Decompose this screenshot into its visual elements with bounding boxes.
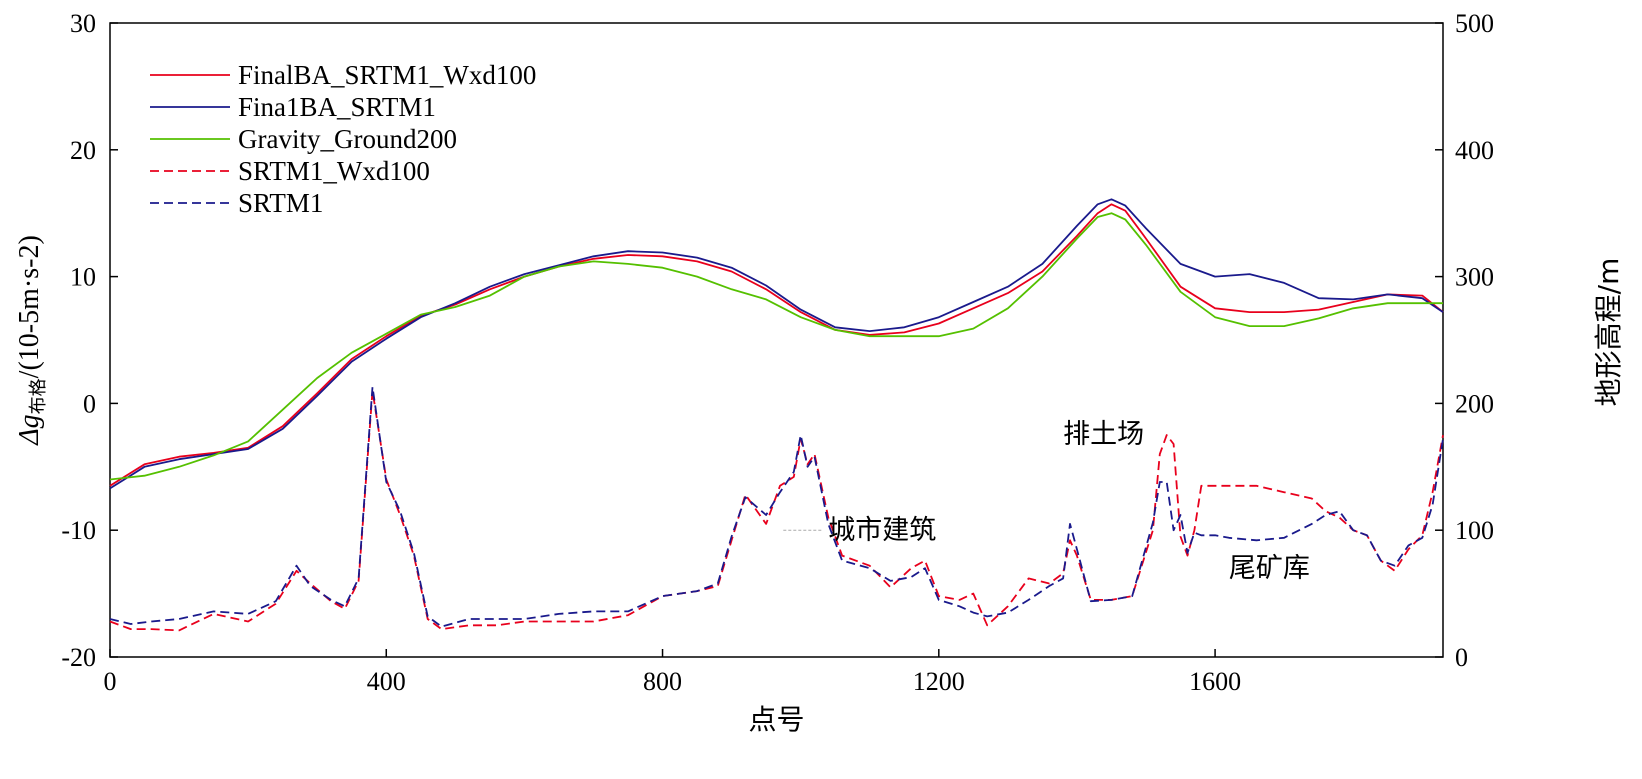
legend-label-1: FinalBA_SRTM1_Wxd100: [238, 60, 536, 90]
series-line-3: [109, 212, 1443, 481]
y-right-tick-label: 500: [1455, 9, 1494, 38]
y-left-tick-label: 20: [70, 136, 96, 165]
y-left-tick-label: 30: [70, 9, 96, 38]
y-right-tick-label: 0: [1455, 643, 1468, 672]
x-tick-label: 0: [104, 667, 117, 696]
series-layer: [109, 198, 1444, 632]
annotation-label-3: 尾矿库: [1229, 553, 1310, 584]
legend-label-3: Gravity_Ground200: [238, 124, 457, 154]
y-right-tick-label: 100: [1455, 516, 1494, 545]
y-right-tick-label: 300: [1455, 263, 1494, 292]
legend-label-4: SRTM1_Wxd100: [238, 156, 430, 186]
y-left-title-sub: 布格: [28, 378, 49, 414]
series-line-5: [109, 385, 1444, 628]
y-right-tick-label: 200: [1455, 389, 1494, 418]
x-tick-label: 1200: [913, 667, 965, 696]
series-line-2: [109, 198, 1444, 490]
y-left-axis-title: Δg布格/(10-5m·s-2): [14, 235, 49, 446]
legend: FinalBA_SRTM1_Wxd100Fina1BA_SRTM1Gravity…: [150, 60, 536, 218]
y-right-tick-label: 400: [1455, 136, 1494, 165]
annotation-label-2: 排土场: [1063, 419, 1144, 450]
y-left-axis: -20 -10 0 10 20 30: [61, 9, 118, 672]
series-line-4: [109, 389, 1444, 632]
x-tick-label: 800: [643, 667, 682, 696]
plot-border: [109, 22, 1444, 658]
legend-label-5: SRTM1: [238, 188, 323, 218]
y-left-tick-label: 0: [83, 389, 96, 418]
y-left-title-main: Δg: [14, 414, 45, 445]
plot-frame: [109, 22, 1444, 658]
x-tick-label: 1600: [1189, 667, 1241, 696]
y-left-tick-label: 10: [70, 263, 96, 292]
series-line-1: [109, 203, 1444, 487]
y-right-axis: 0 100 200 300 400 500: [1435, 9, 1494, 672]
x-tick-label: 400: [367, 667, 406, 696]
y-left-title-unit: /(10-5m·s-2): [14, 235, 45, 378]
annotation-label-1: 城市建筑: [828, 515, 936, 546]
x-axis-title: 点号: [748, 703, 804, 736]
y-left-tick-label: -10: [61, 516, 96, 545]
legend-label-2: Fina1BA_SRTM1: [238, 92, 436, 122]
y-left-tick-label: -20: [61, 643, 96, 672]
y-right-axis-title: 地形高程/m: [1592, 258, 1625, 407]
x-axis: 0 400 800 1200 1600: [104, 649, 1241, 696]
